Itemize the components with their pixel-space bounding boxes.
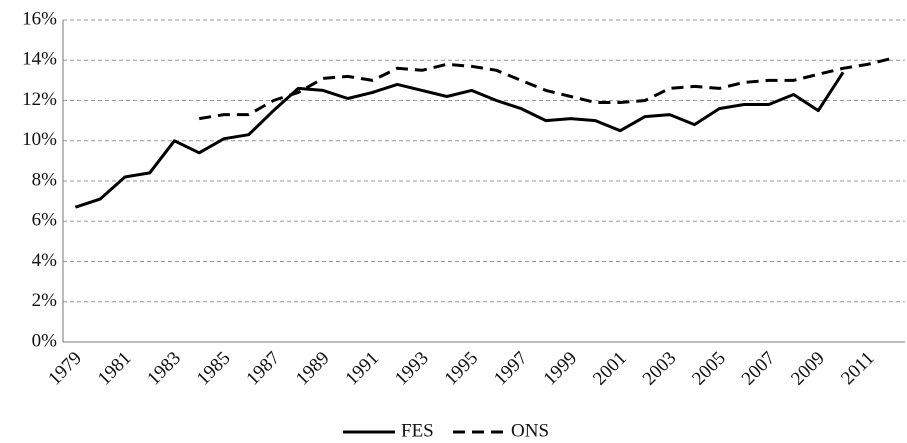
legend-label: ONS	[511, 420, 549, 441]
series-line	[198, 56, 893, 121]
x-tick-label: 2005	[688, 348, 730, 390]
x-tick-label: 1979	[44, 348, 86, 390]
x-tick-label: 1983	[143, 348, 185, 390]
x-tick-label: 1997	[490, 348, 532, 390]
legend-label: FES	[401, 420, 434, 441]
y-tick-label: 6%	[32, 210, 58, 231]
y-tick-label: 0%	[32, 330, 58, 351]
x-tick-label: 1991	[341, 348, 383, 390]
x-tick-label: 2001	[589, 348, 631, 390]
x-tick-label: 1993	[391, 348, 433, 390]
y-tick-label: 8%	[32, 169, 58, 190]
x-tick-label: 2011	[837, 348, 878, 389]
y-tick-label: 4%	[32, 250, 58, 271]
x-tick-label: 1981	[94, 348, 136, 390]
x-tick-label: 2003	[639, 348, 681, 390]
x-tick-label: 1985	[193, 348, 235, 390]
y-tick-label: 2%	[32, 290, 58, 311]
x-tick-label: 2007	[738, 348, 780, 390]
y-tick-label: 12%	[22, 89, 57, 110]
x-tick-label: 2009	[787, 348, 829, 390]
x-tick-label: 1995	[441, 348, 483, 390]
y-tick-label: 10%	[22, 129, 57, 150]
x-tick-label: 1989	[292, 348, 334, 390]
y-tick-label: 14%	[22, 49, 57, 70]
y-tick-label: 16%	[22, 8, 57, 29]
x-tick-label: 1999	[540, 348, 582, 390]
x-tick-label: 1987	[242, 348, 284, 390]
series-line	[74, 71, 845, 209]
